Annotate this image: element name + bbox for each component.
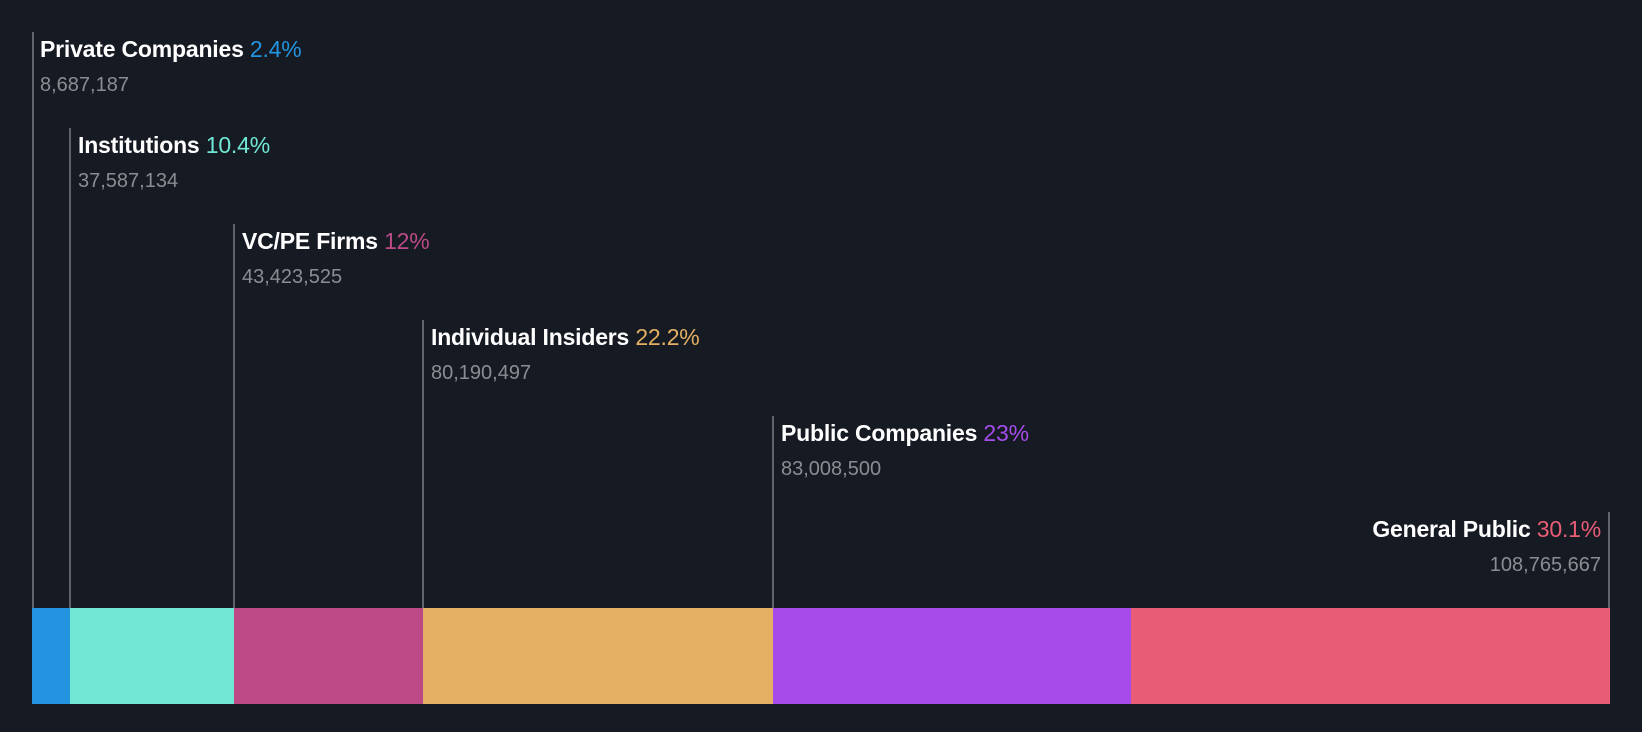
- segment-name: Private Companies: [40, 36, 244, 62]
- label-individual-insiders: Individual Insiders 22.2% 80,190,497: [431, 322, 700, 386]
- label-general-public: General Public 30.1% 108,765,667: [1372, 514, 1601, 578]
- segment-percent: 23%: [983, 420, 1029, 446]
- segment-percent: 2.4%: [249, 36, 302, 62]
- segment-shares: 37,587,134: [78, 170, 179, 192]
- marker-line-private-companies: [32, 32, 34, 608]
- segment-name: VC/PE Firms: [242, 228, 378, 254]
- bar-segment-individual-insiders[interactable]: [423, 608, 773, 704]
- bar-segment-vcpe-firms[interactable]: [234, 608, 423, 704]
- segment-shares: 8,687,187: [40, 74, 129, 96]
- segment-name: Public Companies: [781, 420, 978, 446]
- label-vcpe-firms: VC/PE Firms 12% 43,423,525: [242, 226, 430, 290]
- bar-segment-public-companies[interactable]: [773, 608, 1131, 704]
- segment-shares: 108,765,667: [1489, 554, 1601, 576]
- label-public-companies: Public Companies 23% 83,008,500: [781, 418, 1029, 482]
- marker-line-public-companies: [772, 416, 774, 608]
- label-private-companies: Private Companies 2.4% 8,687,187: [40, 34, 302, 98]
- segment-name: Individual Insiders: [431, 324, 630, 350]
- segment-percent: 12%: [384, 228, 430, 254]
- segment-percent: 22.2%: [635, 324, 700, 350]
- bar-segment-institutions[interactable]: [70, 608, 234, 704]
- marker-line-general-public: [1608, 512, 1610, 608]
- segment-percent: 10.4%: [205, 132, 270, 158]
- segment-name: Institutions: [78, 132, 200, 158]
- bar-segment-general-public[interactable]: [1131, 608, 1610, 704]
- label-institutions: Institutions 10.4% 37,587,134: [78, 130, 270, 194]
- marker-line-individual-insiders: [422, 320, 424, 608]
- stacked-ownership-bar: [32, 608, 1610, 704]
- marker-line-vcpe-firms: [233, 224, 235, 608]
- segment-shares: 83,008,500: [781, 458, 882, 480]
- segment-shares: 80,190,497: [431, 362, 532, 384]
- segment-percent: 30.1%: [1536, 516, 1601, 542]
- bar-segment-private-companies[interactable]: [32, 608, 70, 704]
- marker-line-institutions: [69, 128, 71, 608]
- segment-name: General Public: [1372, 516, 1531, 542]
- segment-shares: 43,423,525: [242, 266, 343, 288]
